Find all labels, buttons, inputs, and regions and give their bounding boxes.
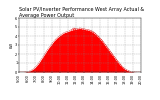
Text: Solar PV/Inverter Performance West Array Actual & Average Power Output: Solar PV/Inverter Performance West Array… <box>19 7 144 18</box>
Y-axis label: kW: kW <box>10 42 14 48</box>
